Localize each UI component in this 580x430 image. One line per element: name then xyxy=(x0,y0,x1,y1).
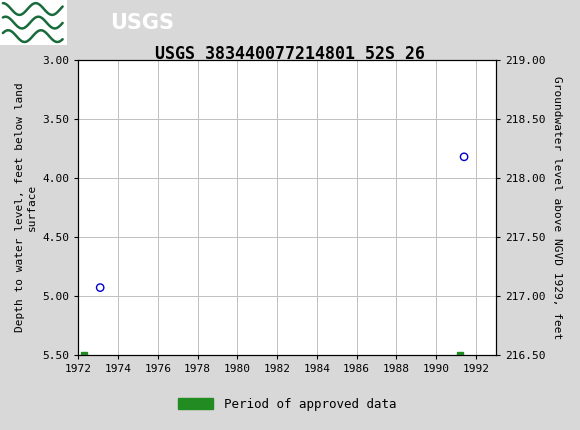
Y-axis label: Groundwater level above NGVD 1929, feet: Groundwater level above NGVD 1929, feet xyxy=(552,76,563,339)
Text: USGS 383440077214801 52S 26: USGS 383440077214801 52S 26 xyxy=(155,45,425,63)
Text: USGS: USGS xyxy=(110,13,174,34)
Bar xyxy=(0,0,67,45)
Legend: Period of approved data: Period of approved data xyxy=(172,392,402,417)
Point xyxy=(459,154,469,160)
Point xyxy=(96,284,105,291)
Y-axis label: Depth to water level, feet below land
surface: Depth to water level, feet below land su… xyxy=(15,83,37,332)
